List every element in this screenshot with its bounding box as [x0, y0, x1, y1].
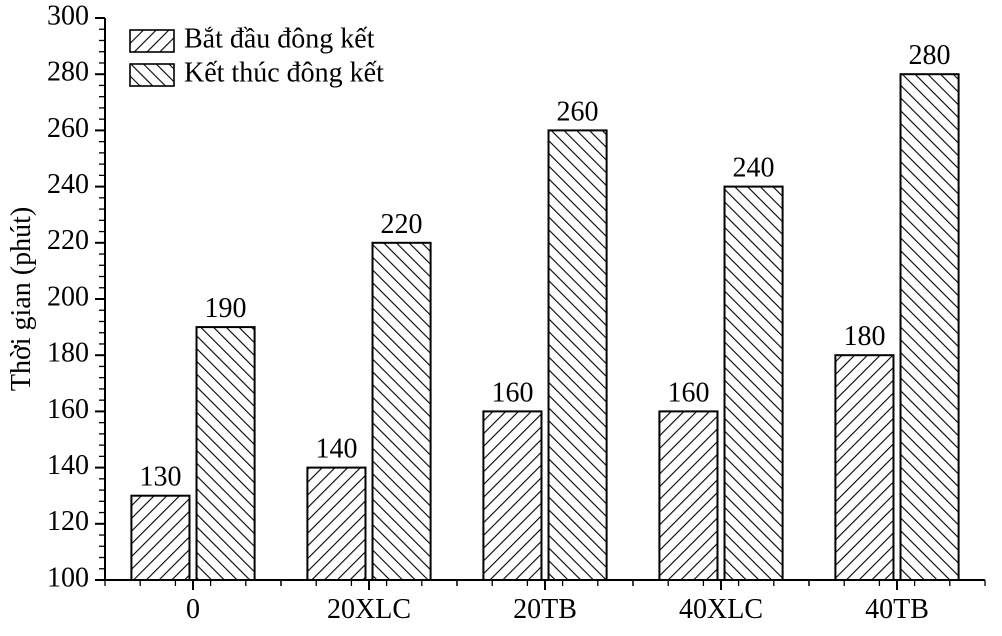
y-tick-label: 240 [47, 169, 89, 200]
y-tick-label: 120 [47, 506, 89, 537]
bar-value-label: 130 [139, 462, 181, 493]
bar-ket_thuc [197, 327, 255, 580]
bar-bat_dau [483, 411, 541, 580]
legend-label: Bắt đầu đông kết [184, 23, 375, 54]
chart-container: 100 120 140 160 180 200 220 240 260 280 300 0 20XLC 2… [0, 0, 1002, 636]
bar-ket_thuc [549, 130, 607, 580]
y-tick-label: 280 [47, 57, 89, 88]
y-tick-label: 220 [47, 225, 89, 256]
legend-label: Kết thúc đông kết [184, 57, 384, 88]
bar-bat_dau [835, 355, 893, 580]
bar-value-label: 240 [733, 153, 775, 184]
y-tick-label: 160 [47, 394, 89, 425]
bar-value-label: 180 [843, 321, 885, 352]
x-tick-label: 40TB [865, 594, 929, 625]
bar-ket_thuc [373, 243, 431, 580]
y-tick-label: 100 [47, 562, 89, 593]
x-tick-label: 20TB [513, 594, 577, 625]
bar-bat_dau [659, 411, 717, 580]
y-tick-label: 260 [47, 113, 89, 144]
bar-ket_thuc [901, 74, 959, 580]
bar-ket_thuc [725, 187, 783, 580]
bar-value-label: 190 [205, 293, 247, 324]
bar-value-label: 280 [909, 40, 951, 71]
y-tick-label: 140 [47, 450, 89, 481]
legend-swatch [130, 64, 174, 86]
bar-bat_dau [131, 496, 189, 580]
x-tick-label: 20XLC [327, 594, 411, 625]
bar-bat_dau [307, 468, 365, 580]
y-tick-label: 200 [47, 281, 89, 312]
bar-chart: 100 120 140 160 180 200 220 240 260 280 300 0 20XLC 2… [0, 0, 1002, 636]
x-tick-label: 0 [186, 594, 200, 625]
bar-value-label: 260 [557, 96, 599, 127]
bar-value-label: 220 [381, 209, 423, 240]
y-axis-label: Thời gian (phút) [6, 207, 37, 391]
y-tick-label: 300 [47, 0, 89, 31]
x-tick-label: 40XLC [679, 594, 763, 625]
bar-value-label: 160 [667, 377, 709, 408]
y-tick-label: 180 [47, 338, 89, 369]
bar-value-label: 160 [491, 377, 533, 408]
bar-value-label: 140 [315, 434, 357, 465]
legend-swatch [130, 30, 174, 52]
